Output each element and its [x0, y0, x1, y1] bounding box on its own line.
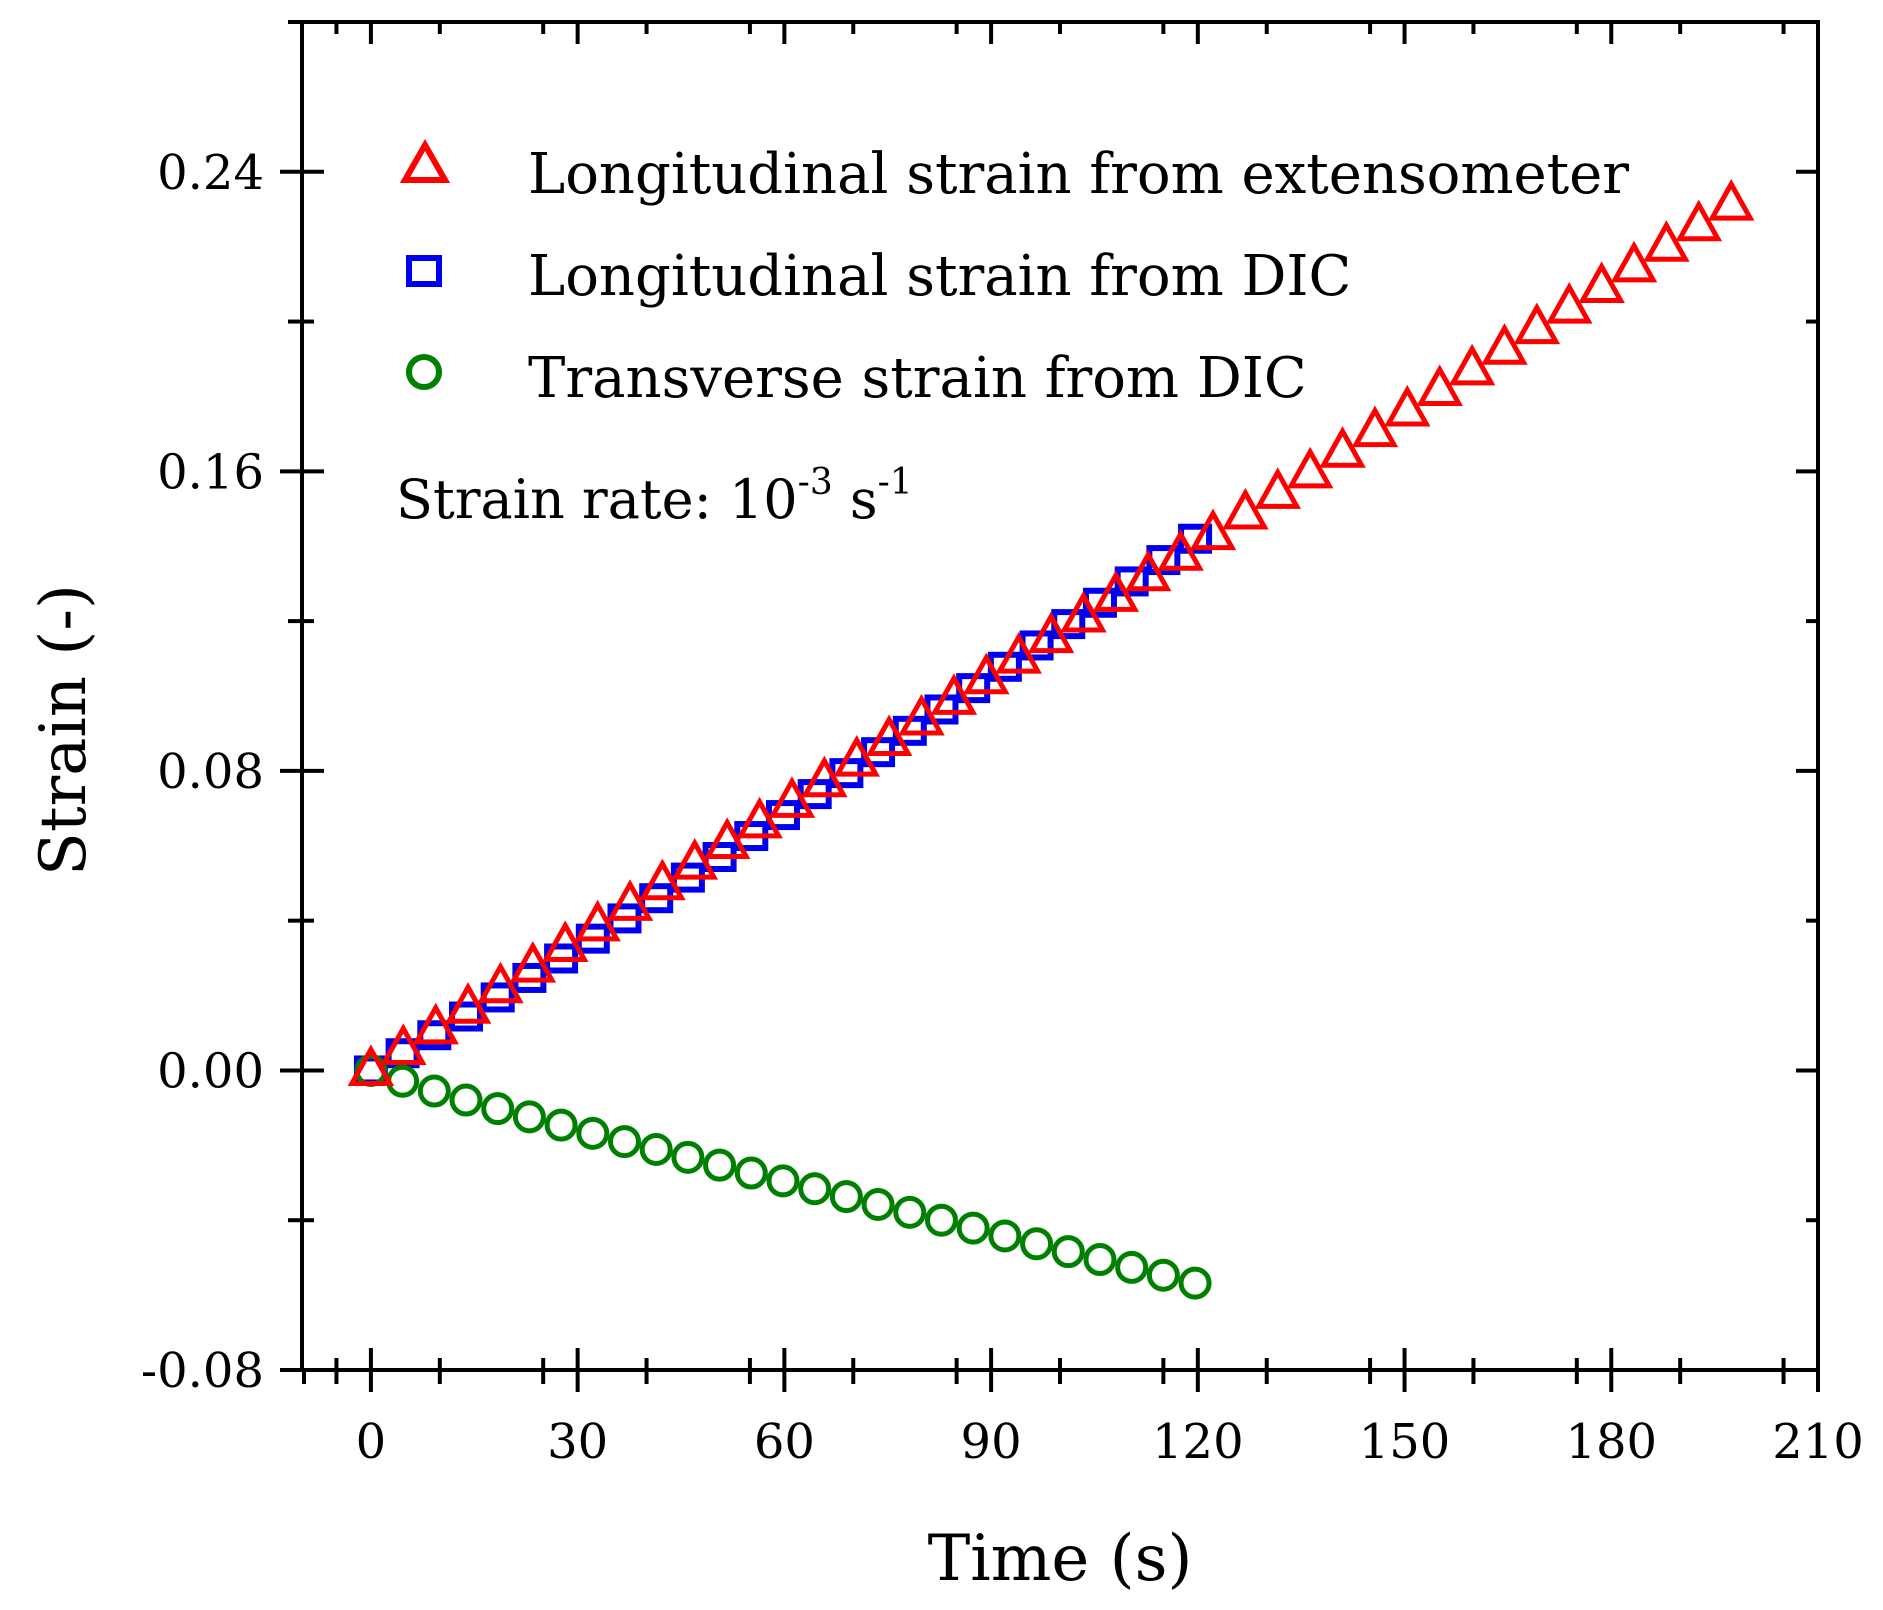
data-point-triangle: [477, 961, 524, 1004]
x-tick-label: 120: [1152, 1414, 1244, 1470]
data-point-circle: [893, 1195, 927, 1229]
data-point-triangle: [606, 879, 654, 921]
axis-ticks: [280, 20, 1820, 1392]
data-point-circle: [1051, 1235, 1085, 1269]
data-point-circle: [861, 1187, 895, 1221]
y-tick-label: 0.08: [157, 744, 264, 800]
data-point-triangle: [768, 776, 816, 818]
data-point-triangle: [865, 714, 913, 757]
legend: Longitudinal strain from extensometer Lo…: [399, 138, 1629, 411]
strain-rate-annotation: Strain rate: 10-3 s-1: [396, 462, 913, 531]
data-point-circle: [988, 1219, 1022, 1253]
y-tick-label: 0.00: [157, 1043, 264, 1099]
data-point-circle: [703, 1148, 737, 1182]
data-point-triangle: [509, 940, 557, 983]
legend-marker-triangle: [399, 138, 451, 183]
data-point-circle: [449, 1083, 483, 1117]
data-point-triangle: [1254, 467, 1302, 509]
data-point-circle: [417, 1074, 451, 1108]
data-point-triangle: [1027, 611, 1075, 654]
legend-marker-square: [406, 255, 442, 287]
data-point-triangle: [1189, 508, 1237, 551]
data-point-circle: [734, 1156, 768, 1190]
data-point-circle: [924, 1203, 958, 1237]
data-point-triangle: [1481, 323, 1528, 365]
data-point-triangle: [639, 858, 686, 901]
data-point-triangle: [1416, 364, 1463, 406]
data-point-triangle: [1157, 529, 1204, 571]
data-point-triangle: [1675, 199, 1723, 242]
legend-label-transverse-dic: Transverse strain from DIC: [528, 346, 1307, 411]
x-tick-label: 150: [1359, 1414, 1451, 1470]
data-point-triangle: [1448, 343, 1496, 386]
data-point-triangle: [801, 755, 848, 798]
plot-frame: [300, 20, 1820, 1372]
data-point-circle: [481, 1092, 515, 1126]
data-point-circle: [1020, 1227, 1054, 1261]
y-tick-label: 0.24: [157, 145, 264, 201]
data-point-circle: [607, 1125, 641, 1159]
data-point-triangle: [1319, 426, 1366, 468]
data-point-triangle: [1060, 590, 1107, 633]
x-tick-label: 90: [961, 1414, 1022, 1470]
series-circle: [354, 1053, 1212, 1300]
data-point-triangle: [898, 693, 945, 736]
data-series: [347, 178, 1755, 1300]
data-point-triangle: [541, 920, 589, 963]
data-point-triangle: [1513, 302, 1561, 345]
data-point-triangle: [995, 632, 1042, 674]
data-point-circle: [386, 1064, 420, 1098]
data-point-triangle: [833, 735, 880, 777]
data-point-triangle: [1545, 281, 1593, 324]
y-tick-label: -0.08: [141, 1343, 264, 1399]
data-point-triangle: [574, 899, 621, 942]
data-point-circle: [639, 1132, 673, 1166]
y-tick-label: 0.16: [157, 444, 264, 500]
x-tick-label: 210: [1772, 1414, 1864, 1470]
data-point-triangle: [347, 1044, 395, 1086]
data-point-circle: [1178, 1266, 1212, 1300]
data-point-triangle: [1707, 178, 1755, 221]
x-tick-label: 30: [547, 1414, 608, 1470]
data-point-triangle: [1384, 384, 1431, 427]
data-point-triangle: [1610, 240, 1658, 283]
data-point-triangle: [1124, 549, 1172, 592]
data-point-circle: [798, 1172, 832, 1206]
data-point-circle: [956, 1211, 990, 1245]
data-point-circle: [576, 1116, 610, 1150]
data-point-triangle: [671, 838, 719, 880]
y-axis-title: Strain (-): [27, 584, 101, 876]
data-point-triangle: [444, 982, 492, 1024]
data-point-triangle: [380, 1023, 427, 1065]
legend-marker-circle: [406, 354, 442, 390]
data-point-triangle: [1578, 261, 1625, 303]
x-tick-label: 60: [754, 1414, 815, 1470]
legend-label-extensometer: Longitudinal strain from extensometer: [528, 142, 1629, 207]
data-point-circle: [1083, 1243, 1117, 1277]
data-point-triangle: [1286, 446, 1334, 489]
data-point-circle: [671, 1140, 705, 1174]
data-point-triangle: [1643, 220, 1690, 262]
data-point-circle: [544, 1108, 578, 1142]
data-point-triangle: [412, 1002, 459, 1045]
x-axis-title: Time (s): [928, 1522, 1193, 1596]
series-triangle: [347, 178, 1755, 1086]
data-point-circle: [1146, 1258, 1180, 1292]
data-point-triangle: [736, 796, 783, 839]
data-point-triangle: [1351, 405, 1399, 448]
data-point-triangle: [963, 652, 1010, 695]
data-point-triangle: [703, 817, 751, 860]
x-tick-label: 0: [356, 1414, 387, 1470]
legend-label-longitudinal-dic: Longitudinal strain from DIC: [528, 244, 1351, 309]
data-point-triangle: [1222, 487, 1269, 530]
data-point-circle: [1115, 1250, 1149, 1284]
data-point-circle: [766, 1164, 800, 1198]
data-point-circle: [829, 1180, 863, 1214]
data-point-circle: [512, 1100, 546, 1134]
data-point-triangle: [930, 673, 978, 715]
x-tick-label: 180: [1565, 1414, 1657, 1470]
tick-labels: 0 30 60 90 120 150 180 210 -0.08 0.00 0.08 0.16 0.24: [141, 145, 1864, 1470]
data-point-triangle: [1092, 570, 1140, 612]
